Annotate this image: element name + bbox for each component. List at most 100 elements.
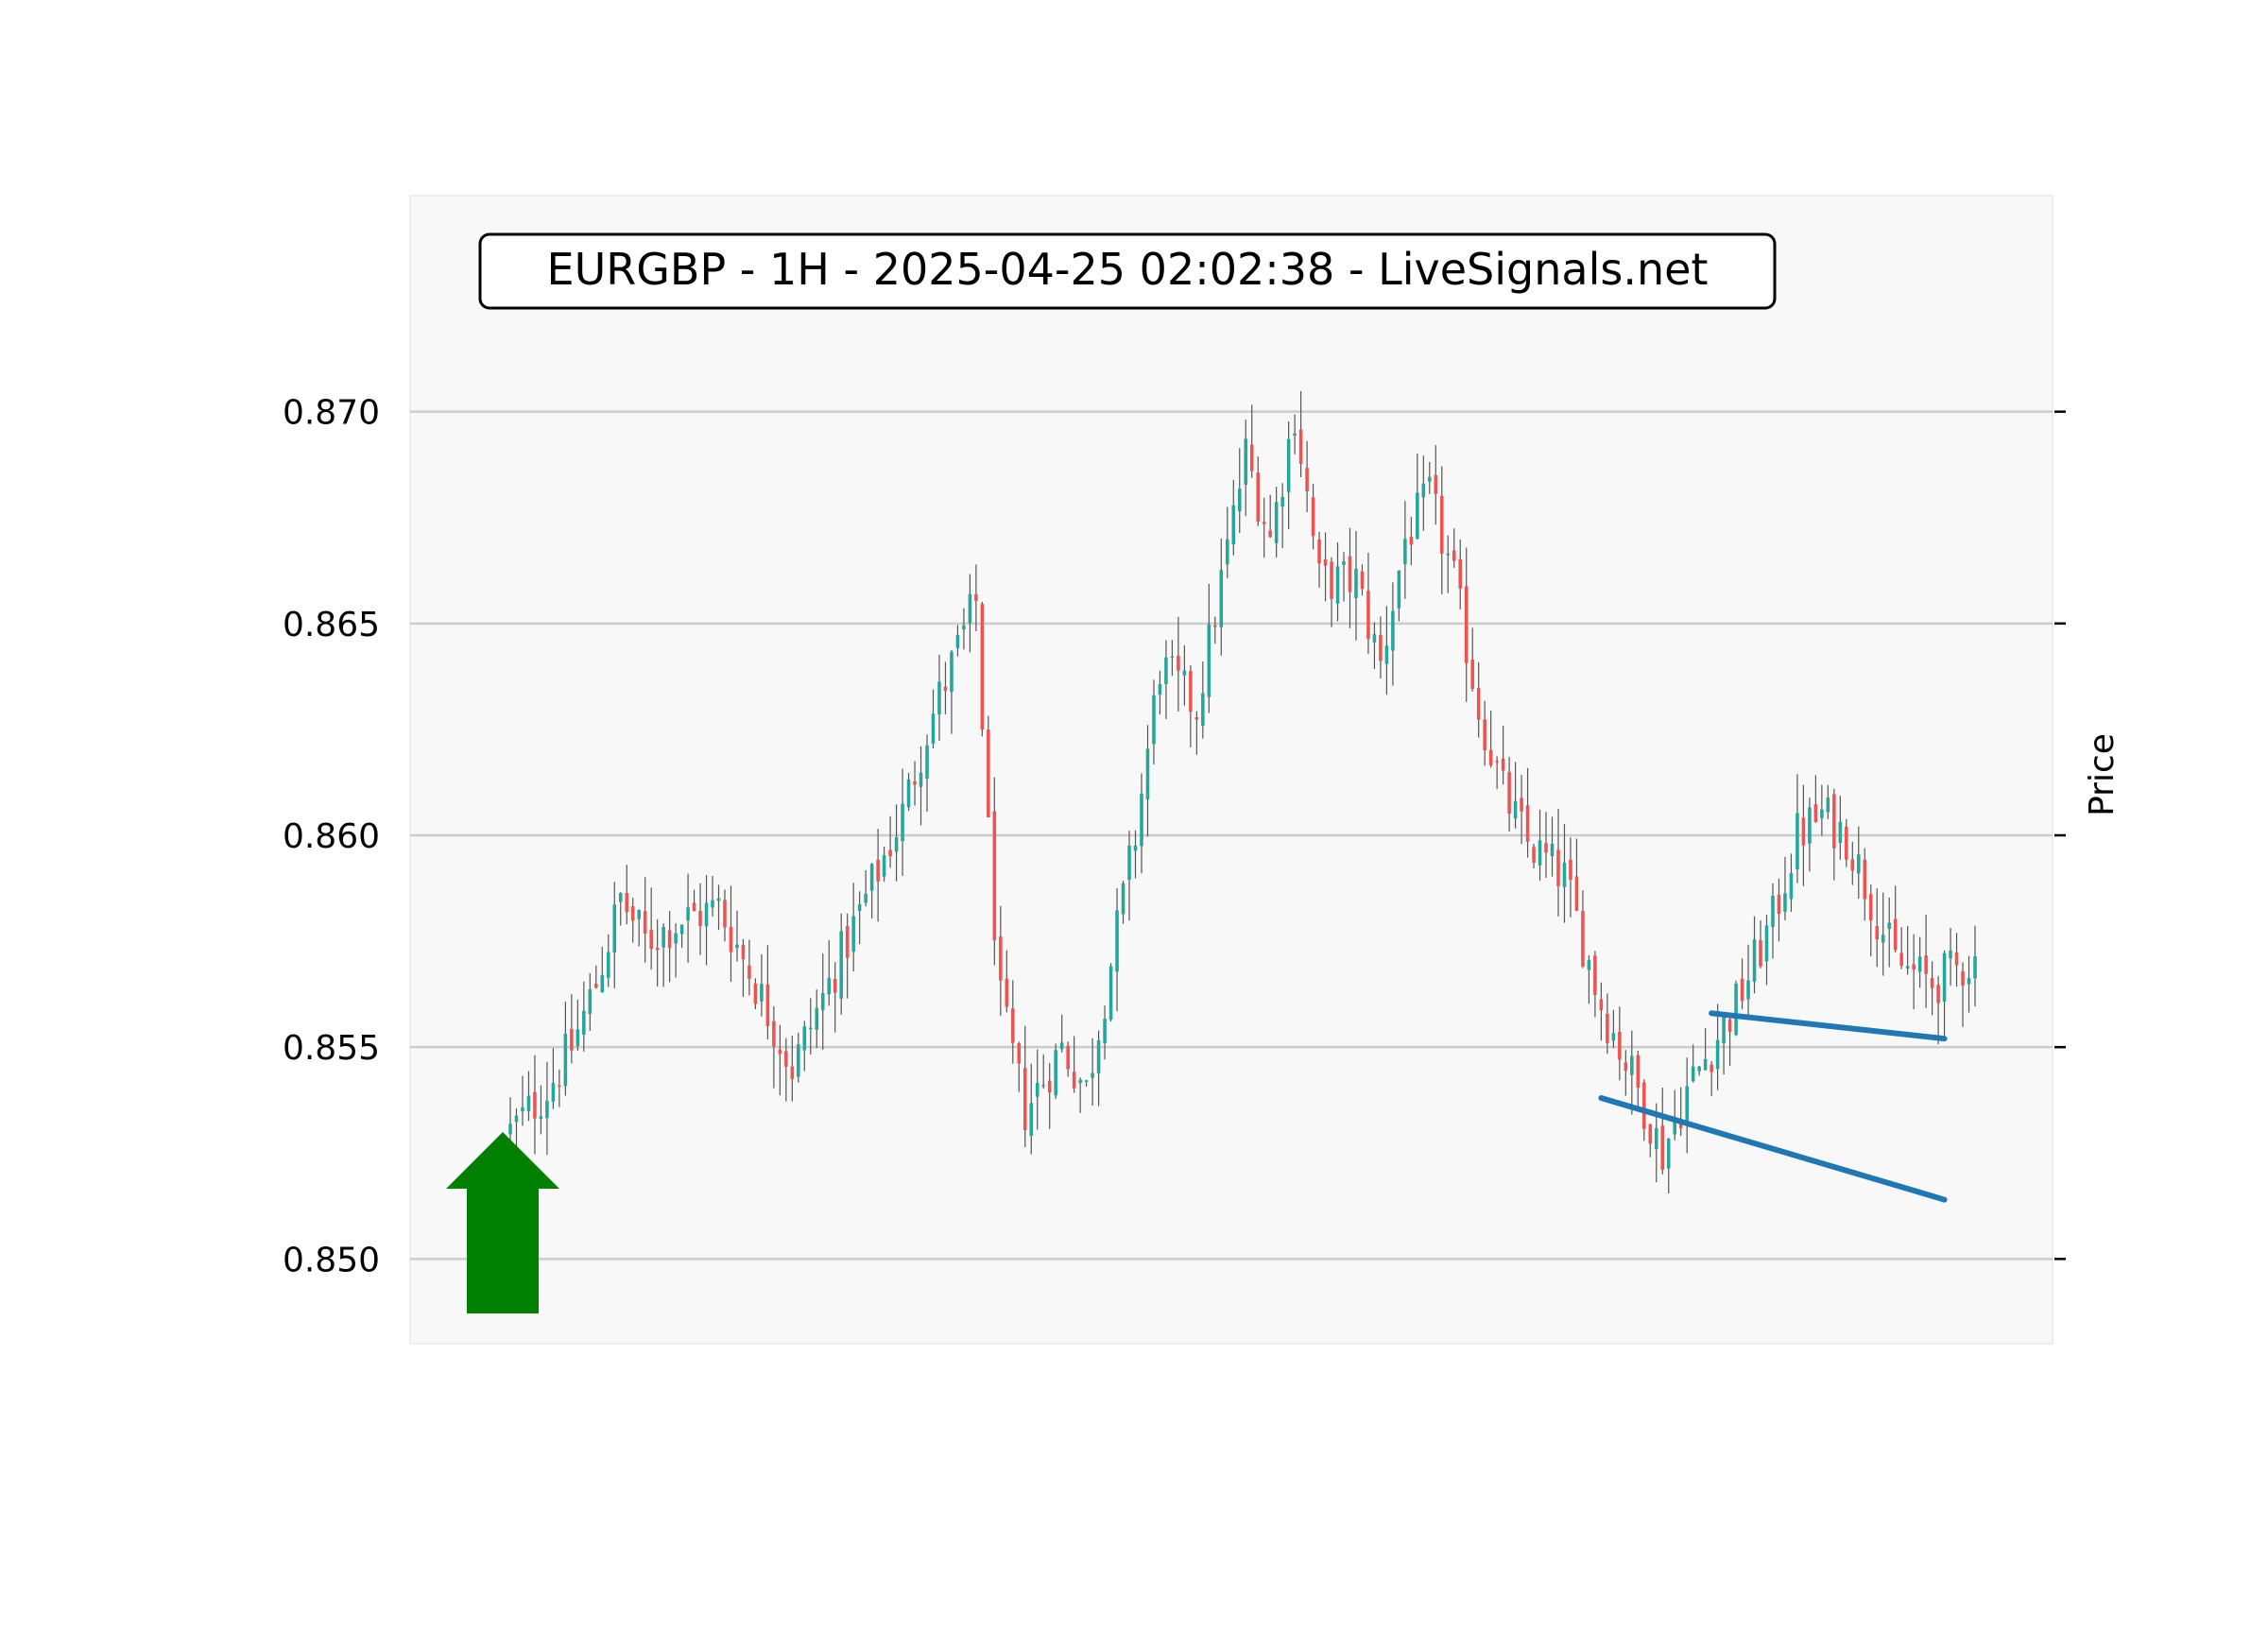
candle-body <box>1624 1062 1628 1072</box>
candle-body <box>674 933 678 944</box>
candle-body <box>1428 476 1432 482</box>
candle-body <box>1464 586 1469 663</box>
candle-body <box>864 893 868 903</box>
candle-body <box>655 948 660 951</box>
candle-body <box>1630 1055 1634 1075</box>
candle-body <box>1207 624 1211 697</box>
candle-body <box>643 911 647 935</box>
candle-body <box>906 779 911 808</box>
candle-body <box>790 1066 795 1080</box>
candle-body <box>679 924 684 935</box>
candle-body <box>1660 1125 1665 1170</box>
candle-body <box>1446 553 1451 556</box>
candle-body <box>943 686 948 692</box>
candle-body <box>1140 793 1143 847</box>
candle-body <box>1041 1085 1046 1087</box>
candle-body <box>612 904 617 952</box>
candle-body <box>1249 444 1254 472</box>
candle-body <box>1256 472 1260 522</box>
annotations-layer <box>446 1010 1948 1313</box>
candle-body <box>1513 800 1518 819</box>
candle-body <box>815 1007 819 1030</box>
candle-body <box>1152 695 1156 745</box>
candle-body <box>1391 610 1395 651</box>
candle-body <box>1924 955 1928 974</box>
candle-body <box>1439 495 1444 555</box>
candle-body <box>588 988 593 1015</box>
candle-body <box>1298 429 1303 464</box>
candle-body <box>1231 505 1236 545</box>
candle-body <box>1783 893 1787 912</box>
candle-body <box>1182 670 1187 676</box>
candle-body <box>1397 570 1401 609</box>
candle-body <box>869 864 874 891</box>
candle-body <box>857 904 862 912</box>
candle-body <box>955 634 960 648</box>
candle-body <box>1685 1086 1689 1126</box>
candle-body <box>839 931 843 999</box>
candle-body <box>1973 956 1977 979</box>
candle-body <box>1262 522 1266 524</box>
candle-body <box>649 930 653 950</box>
candle-body <box>1066 1045 1070 1070</box>
trend-line <box>1598 1094 1948 1203</box>
candle-body <box>1850 859 1855 871</box>
candle-body <box>747 965 751 979</box>
plot-background <box>409 195 2053 1345</box>
candle-body <box>1857 854 1861 874</box>
candle-body <box>723 900 727 928</box>
candle-body <box>1912 964 1916 970</box>
candle-body <box>851 916 855 952</box>
candle-body <box>925 745 929 780</box>
candle-body <box>539 1116 543 1119</box>
candle-body <box>1293 433 1297 437</box>
candle-body <box>1863 859 1867 900</box>
candle-body <box>1072 1072 1076 1089</box>
candle-body <box>919 772 923 787</box>
y-tick-label: 0.865 <box>283 606 380 644</box>
candle-body <box>760 984 764 1002</box>
candle-body <box>1286 438 1291 492</box>
candle-body <box>1035 1083 1040 1097</box>
candle-body <box>563 1033 568 1087</box>
candle-body <box>1084 1080 1089 1082</box>
candle-body <box>1532 847 1536 863</box>
candle-body <box>1372 634 1377 643</box>
candle-body <box>1434 474 1438 494</box>
candle-body <box>1967 978 1971 985</box>
candle-body <box>1801 817 1806 846</box>
candle-body <box>1170 656 1175 659</box>
candle-body <box>1103 1019 1107 1044</box>
candle-body <box>618 893 623 902</box>
candle-body <box>521 1107 524 1112</box>
candle-body <box>1808 807 1812 844</box>
candle-body <box>1495 761 1499 763</box>
candle-body <box>1715 1039 1720 1070</box>
candle-body <box>1752 939 1757 982</box>
title-frame <box>478 232 1777 310</box>
candle-body <box>1697 1066 1701 1072</box>
candle-body <box>950 651 954 693</box>
candle-body <box>692 902 696 912</box>
candle-body <box>778 1049 782 1055</box>
candle-body <box>1366 591 1370 640</box>
candle-body <box>1642 1082 1646 1129</box>
candle-body <box>1384 645 1389 664</box>
candle-body <box>1177 655 1180 671</box>
candle-body <box>1164 657 1168 685</box>
candle-body <box>1022 1068 1027 1130</box>
candle-body <box>809 1027 813 1030</box>
candle-body <box>1421 483 1426 498</box>
candle-body <box>1145 748 1150 800</box>
candle-body <box>1317 539 1321 564</box>
candle-body <box>1611 1033 1616 1041</box>
candle-body <box>1194 717 1199 720</box>
candle-body <box>625 893 628 913</box>
candle-body <box>1562 862 1567 887</box>
candle-body <box>526 1095 531 1111</box>
candle-body <box>662 926 665 948</box>
candle-body <box>827 977 832 995</box>
candle-body <box>1047 1080 1052 1093</box>
candle-body <box>888 849 892 857</box>
